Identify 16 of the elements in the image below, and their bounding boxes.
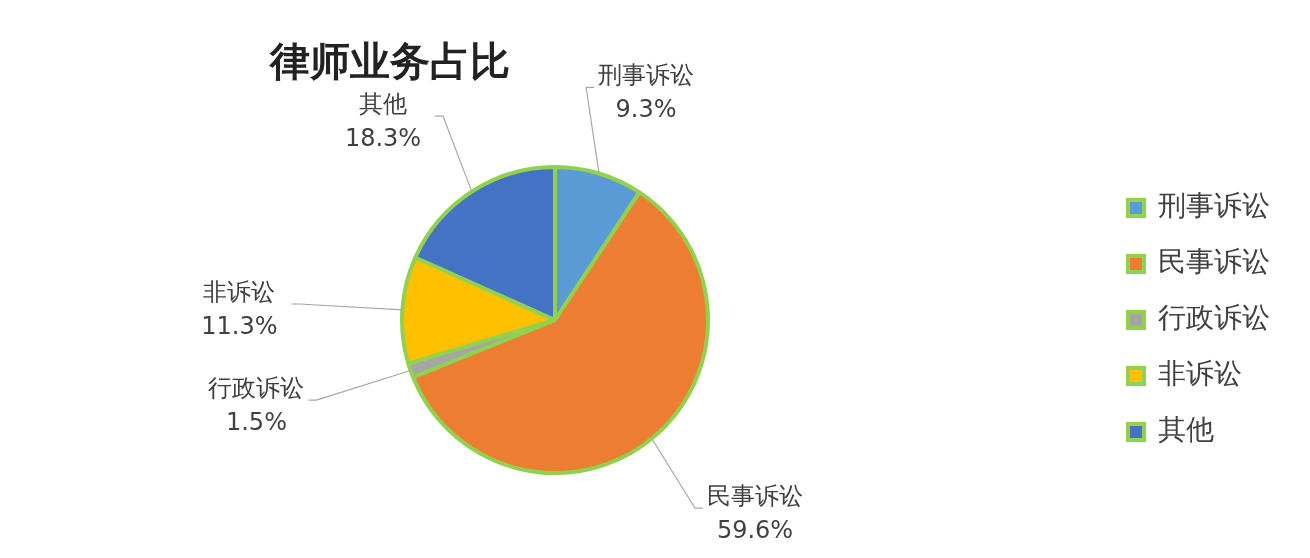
slice-label: 刑事诉讼 xyxy=(598,61,695,90)
legend-label: 民事诉讼 xyxy=(1158,245,1270,279)
data-label: 59.6% xyxy=(716,516,794,545)
data-label: 11.3% xyxy=(201,311,278,340)
data-label: 9.3% xyxy=(615,95,677,124)
slice-label: 其他 xyxy=(359,90,408,119)
slice-label: 非诉讼 xyxy=(203,277,276,306)
slice-label: 民事诉讼 xyxy=(707,482,804,511)
data-label: 1.5% xyxy=(225,408,287,437)
legend-label: 刑事诉讼 xyxy=(1158,189,1270,223)
legend-label: 其他 xyxy=(1158,413,1214,447)
chart-title: 律师业务占比 xyxy=(270,37,510,86)
legend-label: 行政诉讼 xyxy=(1158,301,1270,335)
slice-label: 行政诉讼 xyxy=(208,374,305,403)
legend-label: 非诉讼 xyxy=(1158,357,1242,391)
data-label: 18.3% xyxy=(344,124,422,153)
